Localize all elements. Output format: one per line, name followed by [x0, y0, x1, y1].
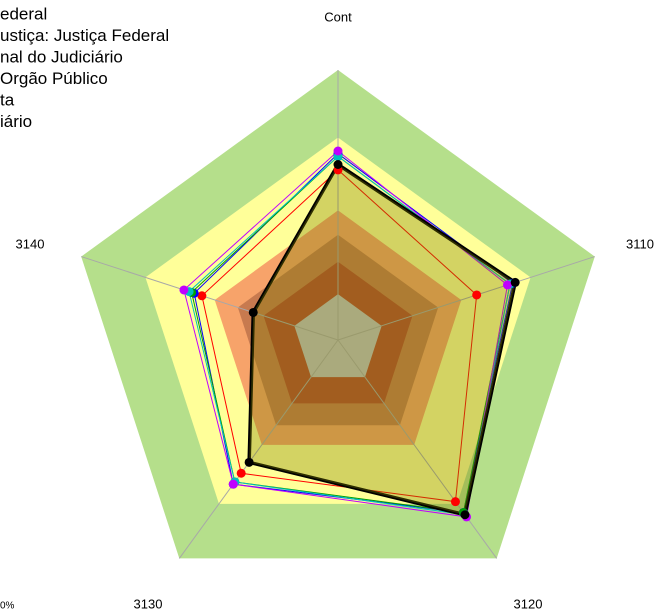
data-point [244, 457, 254, 467]
series-line [247, 162, 518, 517]
annotation: 0% [0, 601, 15, 612]
data-point [333, 160, 343, 169]
data-point [228, 479, 238, 489]
category-label: 3120 [514, 596, 543, 611]
series-line [188, 155, 511, 516]
data-point [333, 146, 343, 156]
legend-label: iário [0, 112, 32, 131]
legend-label: ederal [0, 4, 47, 23]
data-point [197, 291, 207, 301]
category-label: 3140 [16, 236, 45, 251]
legend-label: ustiça: Justiça Federal [0, 26, 169, 45]
legend-label: Orgão Público [0, 69, 108, 88]
category-label: Cont [324, 9, 352, 24]
axis-line [81, 256, 339, 341]
data-point [460, 510, 470, 520]
data-point [450, 497, 460, 507]
data-point [236, 468, 246, 478]
category-label: 3130 [134, 596, 163, 611]
axis-line [337, 256, 595, 341]
data-point [502, 280, 512, 290]
series-area [249, 164, 516, 515]
data-point [179, 285, 189, 295]
data-point [472, 290, 482, 300]
legend-label: ta [0, 90, 15, 109]
legend-label: nal do Judiciário [0, 47, 123, 66]
axis-line [337, 339, 498, 559]
data-point [510, 277, 520, 287]
category-label: 3110 [626, 236, 654, 251]
series-line [183, 150, 509, 518]
data-point [248, 307, 258, 317]
axis-line [178, 339, 339, 559]
